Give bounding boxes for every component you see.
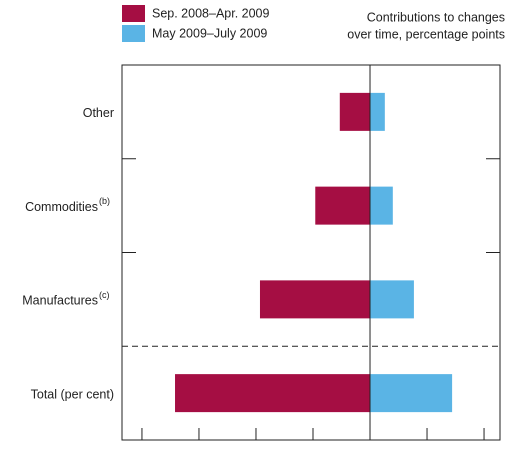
bar xyxy=(370,374,453,413)
bar xyxy=(370,186,393,225)
legend-swatch xyxy=(122,25,145,42)
bar xyxy=(370,92,385,131)
y-tick-label: Total (per cent) xyxy=(31,387,114,401)
axis-title: over time, percentage points xyxy=(347,27,505,41)
y-tick-superscript: (c) xyxy=(99,290,110,300)
bar xyxy=(175,374,371,413)
bar xyxy=(315,186,371,225)
y-tick-superscript: (b) xyxy=(99,196,110,206)
bar xyxy=(339,92,371,131)
legend-label: May 2009–July 2009 xyxy=(152,26,267,40)
legend-swatch xyxy=(122,5,145,22)
bar xyxy=(370,280,414,319)
legend-label: Sep. 2008–Apr. 2009 xyxy=(152,6,270,20)
y-tick-label: Commodities xyxy=(25,200,98,214)
y-tick-label: Manufactures xyxy=(22,294,98,308)
y-tick-label: Other xyxy=(83,106,114,120)
bar xyxy=(259,280,371,319)
axis-title: Contributions to changes xyxy=(367,10,505,24)
